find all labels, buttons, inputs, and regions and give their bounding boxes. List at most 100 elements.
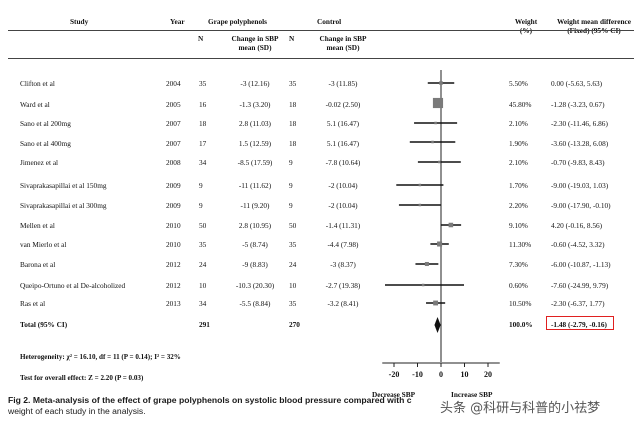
x-axis-tick-label: 20 <box>484 370 492 379</box>
total-grape-n: 291 <box>199 320 210 329</box>
grape-n: 34 <box>199 158 207 167</box>
grape-change: -1.3 (3.20) <box>239 100 271 109</box>
study-weight: 0.60% <box>509 281 528 290</box>
point-estimate-square <box>439 81 443 85</box>
study-wmd: 0.00 (-5.63, 5.63) <box>551 79 603 88</box>
figure-caption: Fig 2. Meta-analysis of the effect of gr… <box>8 395 633 417</box>
grape-change: -10.3 (20.30) <box>235 281 275 290</box>
x-axis-tick-label: -20 <box>389 370 400 379</box>
control-change: -1.4 (11.31) <box>325 221 361 230</box>
x-axis-tick-label: -10 <box>412 370 423 379</box>
control-change: -3 (11.85) <box>328 79 358 88</box>
control-n: 18 <box>289 139 297 148</box>
control-group-header: Control <box>317 17 342 26</box>
study-year: 2012 <box>166 281 181 290</box>
grape-change: -5 (8.74) <box>242 240 268 249</box>
study-header: Study <box>70 17 89 26</box>
study-year: 2013 <box>166 299 181 308</box>
grape-n: 35 <box>199 79 207 88</box>
study-weight: 45.80% <box>509 100 532 109</box>
study-weight: 10.50% <box>509 299 532 308</box>
grape-change: 2.8 (11.03) <box>239 119 271 128</box>
control-n: 35 <box>289 79 297 88</box>
grape-change: -3 (12.16) <box>240 79 270 88</box>
control-n: 35 <box>289 299 297 308</box>
point-estimate-square <box>434 121 437 125</box>
point-estimate-square <box>418 203 422 207</box>
study-weight: 5.50% <box>509 79 528 88</box>
overall-effect-text: Test for overall effect: Z = 2.20 (P = 0… <box>20 374 144 382</box>
study-name: Mellen et al <box>20 221 55 230</box>
total-control-n: 270 <box>289 320 300 329</box>
point-estimate-square <box>424 261 429 267</box>
grape-n: 34 <box>199 299 207 308</box>
control-change: -7.8 (10.64) <box>325 158 361 167</box>
grape-change: -8.5 (17.59) <box>237 158 273 167</box>
control-change: -2 (10.04) <box>328 201 358 210</box>
control-n-header: N <box>289 34 295 43</box>
grape-n: 10 <box>199 281 207 290</box>
study-year: 2005 <box>166 100 181 109</box>
study-weight: 1.90% <box>509 139 528 148</box>
study-wmd: -9.00 (-19.03, 1.03) <box>551 181 609 190</box>
control-change-header-line1: Change in SBP <box>319 34 367 43</box>
grape-n: 16 <box>199 100 207 109</box>
study-name: Jimenez et al <box>20 158 59 167</box>
study-name: Sano et al 200mg <box>20 119 71 128</box>
control-n: 10 <box>289 281 297 290</box>
study-name: Sivaprakasapillai et al 150mg <box>20 181 107 190</box>
study-year: 2008 <box>166 158 181 167</box>
grape-change-header-line1: Change in SBP <box>231 34 279 43</box>
grape-change-header-line2: mean (SD) <box>238 43 272 52</box>
control-change: -0.02 (2.50) <box>325 100 361 109</box>
study-year: 2012 <box>166 260 181 269</box>
grape-n: 9 <box>199 201 203 210</box>
decrease-sbp-label: Decrease SBP <box>372 390 416 399</box>
point-estimate-square <box>432 97 444 109</box>
pooled-estimate-diamond <box>434 317 441 333</box>
study-name: Queipo-Ortuno et al De-alcoholized <box>20 281 126 290</box>
study-year: 2007 <box>166 139 181 148</box>
study-year: 2010 <box>166 221 181 230</box>
study-weight: 2.20% <box>509 201 528 210</box>
study-year: 2009 <box>166 181 181 190</box>
study-wmd: -2.30 (-11.46, 6.86) <box>551 119 608 128</box>
control-n: 18 <box>289 119 297 128</box>
study-weight: 7.30% <box>509 260 528 269</box>
study-name: Ras et al <box>20 299 46 308</box>
point-estimate-square <box>437 241 443 247</box>
control-n: 9 <box>289 158 293 167</box>
point-estimate-square <box>431 140 434 144</box>
header-rule-top <box>8 30 634 31</box>
control-n: 9 <box>289 181 293 190</box>
point-estimate-square <box>418 183 422 187</box>
control-n: 24 <box>289 260 297 269</box>
study-year: 2004 <box>166 79 181 88</box>
heterogeneity-text: Heterogeneity: χ² = 16.10, df = 11 (P = … <box>20 353 181 361</box>
figure-caption-line1: Fig 2. Meta-analysis of the effect of gr… <box>8 395 412 405</box>
total-wmd: -1.48 (-2.79, -0.16) <box>551 320 607 329</box>
control-n: 35 <box>289 240 297 249</box>
grape-n-header: N <box>198 34 204 43</box>
point-estimate-square <box>421 283 425 287</box>
header-rule-bottom <box>8 58 634 59</box>
study-year: 2009 <box>166 201 181 210</box>
point-estimate-square <box>448 222 454 228</box>
grape-n: 50 <box>199 221 207 230</box>
watermark: 头条 @科研与科普的小祛梦 <box>438 397 603 416</box>
study-wmd: -7.60 (-24.99, 9.79) <box>551 281 609 290</box>
study-name: van Mierlo et al <box>20 240 67 249</box>
point-estimate-square <box>438 160 441 164</box>
study-name: Barona et al <box>20 260 56 269</box>
x-axis-tick-label: 10 <box>461 370 469 379</box>
control-change: -2 (10.04) <box>328 181 358 190</box>
grape-change: -9 (8.83) <box>242 260 268 269</box>
grape-n: 9 <box>199 181 203 190</box>
control-change-header-line2: mean (SD) <box>326 43 360 52</box>
study-wmd: -0.70 (-9.83, 8.43) <box>551 158 605 167</box>
study-wmd: 4.20 (-0.16, 8.56) <box>551 221 603 230</box>
control-change: 5.1 (16.47) <box>326 119 360 128</box>
study-wmd: -0.60 (-4.52, 3.32) <box>551 240 605 249</box>
grape-change: -11 (9.20) <box>240 201 270 210</box>
